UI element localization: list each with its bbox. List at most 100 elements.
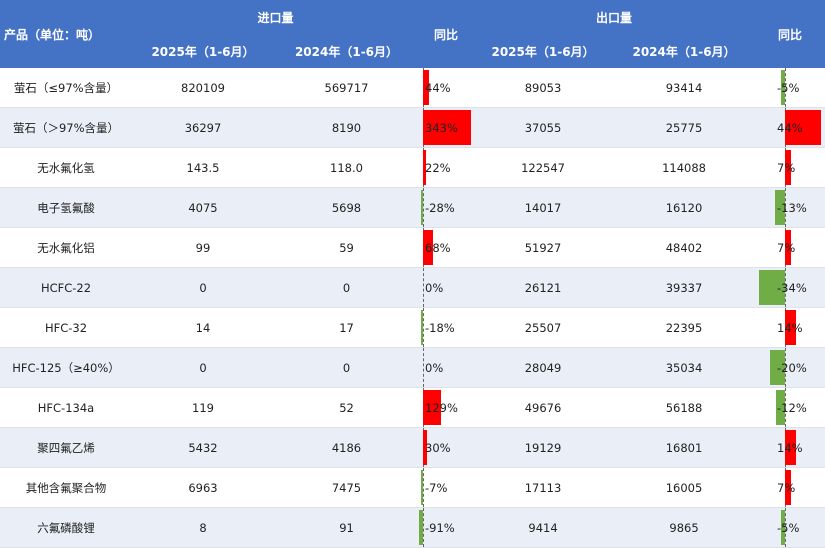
import-yoy-value: 30% [425, 440, 451, 455]
import-2025-cell: 4075 [132, 187, 274, 228]
export-2024-cell: 56188 [613, 387, 756, 428]
import-yoy-bar [423, 110, 472, 145]
table-row: HFC-125（≥40%） 0 0 0% 28049 35034 -20% [0, 347, 825, 388]
export-yoy-cell: -13% [755, 187, 825, 228]
export-2025-cell: 25507 [473, 307, 614, 348]
table-row: 电子氢氟酸 4075 5698 -28% 14017 16120 -13% [0, 187, 825, 228]
export-yoy-axis [785, 388, 787, 427]
export-yoy-value: 14% [777, 320, 803, 335]
import-2025-cell: 8 [132, 507, 274, 548]
import-yoy-value: 343% [425, 120, 458, 135]
import-yoy-bar [423, 150, 427, 185]
export-2024-cell: 16120 [613, 187, 756, 228]
export-yoy-cell: -5% [755, 507, 825, 548]
export-2024-cell: 16005 [613, 467, 756, 508]
table-row: HCFC-22 0 0 0% 26121 39337 -34% [0, 267, 825, 308]
export-yoy-header: 同比 [755, 0, 825, 68]
export-yoy-cell: -20% [755, 347, 825, 388]
export-2024-cell: 9865 [613, 507, 756, 548]
import-yoy-bar [423, 390, 442, 425]
export-yoy-value: 7% [777, 480, 796, 495]
table-row: 六氟磷酸锂 8 91 -91% 9414 9865 -5% [0, 507, 825, 548]
import-2024-cell: 8190 [274, 107, 420, 148]
import-yoy-cell: -28% [419, 187, 474, 228]
export-yoy-axis [785, 68, 787, 107]
import-yoy-axis [423, 188, 425, 227]
import-yoy-axis [423, 268, 425, 307]
import-2024-cell: 0 [274, 267, 420, 308]
import-2025-cell: 6963 [132, 467, 274, 508]
export-2025-cell: 49676 [473, 387, 614, 428]
import-yoy-cell: 0% [419, 347, 474, 388]
export-yoy-bar [785, 430, 797, 465]
product-cell: 萤石（≤97%含量） [0, 68, 132, 108]
import-2025-header: 2025年（1-6月） [132, 34, 274, 68]
product-cell: HFC-134a [0, 387, 132, 428]
import-yoy-value: 0% [425, 360, 444, 375]
import-yoy-bar [421, 470, 424, 505]
product-cell: HFC-125（≥40%） [0, 347, 132, 388]
import-yoy-cell: -91% [419, 507, 474, 548]
export-2025-header: 2025年（1-6月） [473, 34, 614, 68]
product-cell: 聚四氟乙烯 [0, 427, 132, 468]
export-2024-cell: 35034 [613, 347, 756, 388]
export-2025-cell: 17113 [473, 467, 614, 508]
import-2024-cell: 118.0 [274, 147, 420, 188]
import-2025-cell: 36297 [132, 107, 274, 148]
import-yoy-value: -7% [425, 480, 448, 495]
table-row: 其他含氟聚合物 6963 7475 -7% 17113 16005 7% [0, 467, 825, 508]
export-yoy-value: 7% [777, 160, 796, 175]
export-2024-cell: 22395 [613, 307, 756, 348]
export-yoy-cell: -5% [755, 68, 825, 108]
export-yoy-bar [785, 150, 791, 185]
export-2024-cell: 114088 [613, 147, 756, 188]
table-row: 萤石（≤97%含量） 820109 569717 44% 89053 93414 -5% [0, 68, 825, 108]
export-2025-cell: 26121 [473, 267, 614, 308]
import-yoy-value: -91% [425, 520, 455, 535]
product-cell: HFC-32 [0, 307, 132, 348]
import-yoy-bar [419, 510, 424, 545]
product-cell: HCFC-22 [0, 267, 132, 308]
product-cell: 其他含氟聚合物 [0, 467, 132, 508]
import-2024-cell: 569717 [274, 68, 420, 108]
import-2024-cell: 52 [274, 387, 420, 428]
export-2024-cell: 16801 [613, 427, 756, 468]
import-yoy-bar [423, 70, 430, 105]
export-yoy-value: 7% [777, 240, 796, 255]
table-row: HFC-32 14 17 -18% 25507 22395 14% [0, 307, 825, 348]
export-2025-cell: 9414 [473, 507, 614, 548]
import-yoy-cell: 129% [419, 387, 474, 428]
import-yoy-cell: 68% [419, 227, 474, 268]
import-2025-cell: 119 [132, 387, 274, 428]
export-yoy-value: -5% [777, 520, 800, 535]
export-2025-cell: 19129 [473, 427, 614, 468]
table-row: 聚四氟乙烯 5432 4186 30% 19129 16801 14% [0, 427, 825, 468]
product-cell: 萤石（＞97%含量） [0, 107, 132, 148]
export-2025-cell: 51927 [473, 227, 614, 268]
export-yoy-cell: -12% [755, 387, 825, 428]
table-row: 无水氟化氢 143.5 118.0 22% 122547 114088 7% [0, 147, 825, 188]
import-yoy-axis [423, 348, 425, 387]
import-yoy-bar [423, 430, 428, 465]
import-yoy-cell: -18% [419, 307, 474, 348]
export-yoy-value: -34% [777, 280, 807, 295]
import-group-header: 进口量 [132, 0, 420, 34]
export-yoy-bar [769, 350, 786, 385]
product-cell: 六氟磷酸锂 [0, 507, 132, 548]
import-yoy-cell: 30% [419, 427, 474, 468]
product-header: 产品（单位：吨） [0, 0, 132, 68]
export-yoy-bar [781, 70, 786, 105]
import-yoy-value: 129% [425, 400, 458, 415]
product-cell: 无水氟化铝 [0, 227, 132, 268]
import-2024-cell: 17 [274, 307, 420, 348]
export-group-header: 出口量 [473, 0, 756, 34]
import-yoy-axis [423, 308, 425, 347]
product-cell: 无水氟化氢 [0, 147, 132, 188]
export-yoy-value: 44% [777, 120, 803, 135]
export-yoy-value: -12% [777, 400, 807, 415]
import-yoy-value: 0% [425, 280, 444, 295]
export-2024-cell: 25775 [613, 107, 756, 148]
export-2025-cell: 89053 [473, 68, 614, 108]
import-2025-cell: 143.5 [132, 147, 274, 188]
export-2024-cell: 93414 [613, 68, 756, 108]
